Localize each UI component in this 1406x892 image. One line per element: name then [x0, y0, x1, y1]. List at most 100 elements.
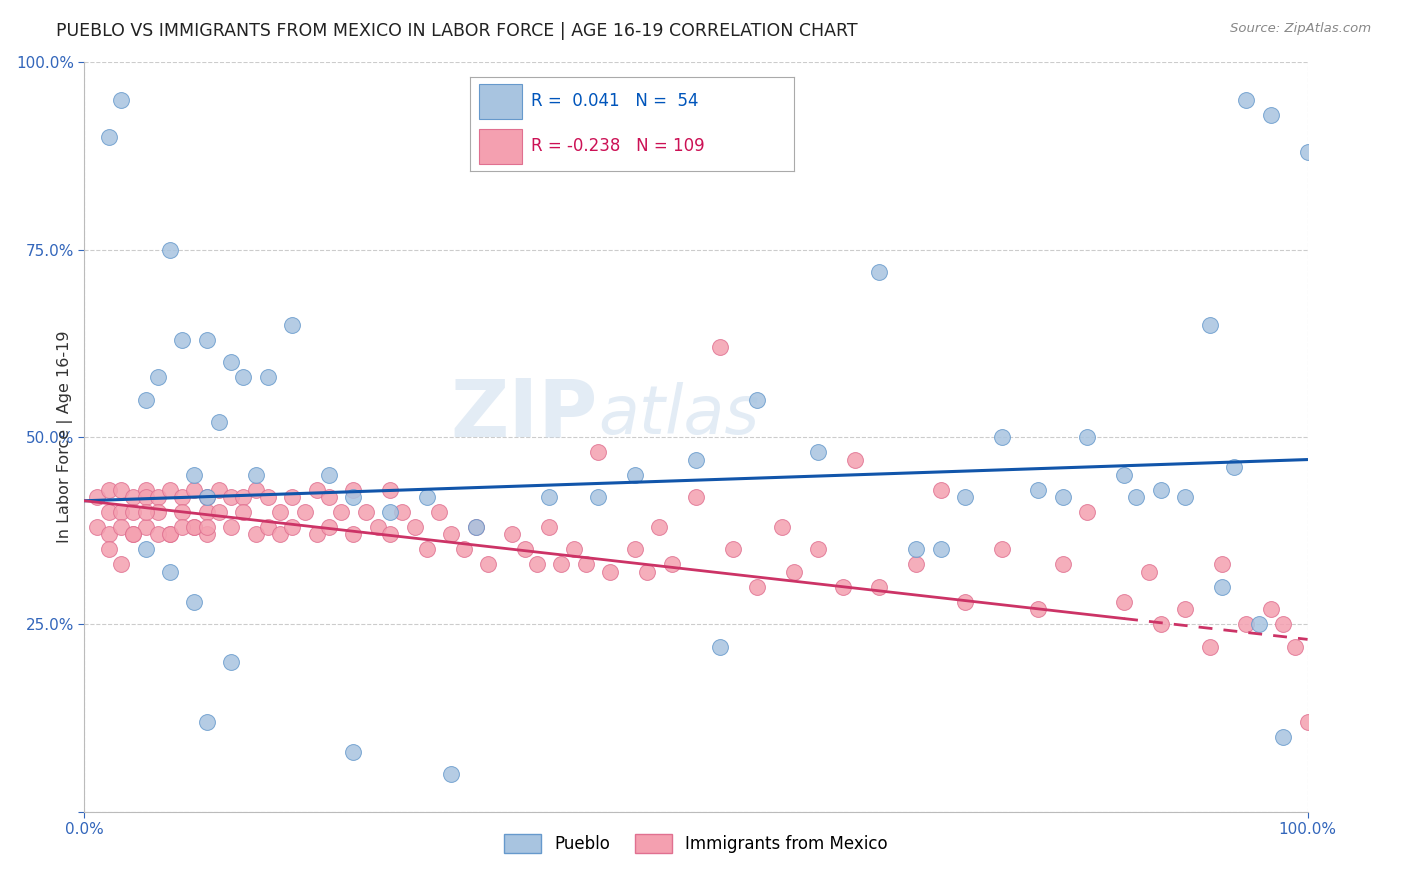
Point	[905, 542, 928, 557]
Text: PUEBLO VS IMMIGRANTS FROM MEXICO IN LABOR FORCE | AGE 16-19 CORRELATION CHART: PUEBLO VS IMMIGRANTS FROM MEXICO IN LABO…	[56, 22, 858, 40]
Point	[747, 580, 769, 594]
Point	[122, 505, 145, 519]
Point	[1247, 617, 1270, 632]
Point	[1137, 565, 1160, 579]
Point	[391, 505, 413, 519]
Point	[953, 595, 976, 609]
Point	[232, 490, 254, 504]
Point	[97, 483, 120, 497]
Point	[929, 483, 952, 497]
Point	[110, 93, 132, 107]
Point	[538, 490, 561, 504]
Point	[159, 243, 181, 257]
Point	[146, 490, 169, 504]
Point	[183, 467, 205, 482]
Point	[195, 505, 218, 519]
Point	[416, 490, 439, 504]
Point	[562, 542, 585, 557]
Point	[135, 490, 157, 504]
Text: ZIP: ZIP	[451, 376, 598, 454]
Point	[550, 558, 572, 572]
Point	[146, 505, 169, 519]
Point	[232, 505, 254, 519]
Point	[1272, 730, 1295, 744]
Point	[86, 490, 108, 504]
Point	[440, 527, 463, 541]
Point	[183, 483, 205, 497]
Point	[869, 265, 891, 279]
Point	[404, 520, 426, 534]
Point	[477, 558, 499, 572]
Point	[183, 520, 205, 534]
Point	[135, 483, 157, 497]
Point	[257, 370, 280, 384]
Point	[440, 767, 463, 781]
Point	[1028, 602, 1050, 616]
Point	[281, 520, 304, 534]
Point	[342, 490, 364, 504]
Point	[183, 520, 205, 534]
Point	[1296, 714, 1319, 729]
Point	[135, 542, 157, 557]
Point	[208, 505, 231, 519]
Point	[195, 714, 218, 729]
Point	[195, 333, 218, 347]
Point	[709, 640, 731, 654]
Point	[624, 467, 647, 482]
Point	[294, 505, 316, 519]
Point	[135, 520, 157, 534]
Point	[1114, 467, 1136, 482]
Point	[172, 490, 194, 504]
Point	[1150, 617, 1173, 632]
Point	[110, 505, 132, 519]
Point	[318, 520, 340, 534]
Y-axis label: In Labor Force | Age 16-19: In Labor Force | Age 16-19	[58, 331, 73, 543]
Point	[1076, 505, 1098, 519]
Point	[305, 527, 328, 541]
Point	[122, 527, 145, 541]
Point	[172, 505, 194, 519]
Point	[159, 527, 181, 541]
Point	[586, 490, 609, 504]
Point	[232, 370, 254, 384]
Point	[905, 558, 928, 572]
Point	[1150, 483, 1173, 497]
Point	[1174, 602, 1197, 616]
Point	[1028, 483, 1050, 497]
Point	[1260, 602, 1282, 616]
Point	[1198, 640, 1220, 654]
Point	[281, 318, 304, 332]
Point	[721, 542, 744, 557]
Legend: Pueblo, Immigrants from Mexico: Pueblo, Immigrants from Mexico	[498, 827, 894, 860]
Point	[1296, 145, 1319, 160]
Point	[342, 483, 364, 497]
Point	[380, 527, 402, 541]
Point	[586, 445, 609, 459]
Point	[97, 542, 120, 557]
Point	[1114, 595, 1136, 609]
Point	[1198, 318, 1220, 332]
Point	[416, 542, 439, 557]
Point	[1052, 490, 1074, 504]
Point	[159, 565, 181, 579]
Point	[146, 527, 169, 541]
Point	[367, 520, 389, 534]
Point	[257, 520, 280, 534]
Point	[330, 505, 353, 519]
Point	[1272, 617, 1295, 632]
Point	[110, 520, 132, 534]
Point	[575, 558, 598, 572]
Point	[453, 542, 475, 557]
Point	[135, 392, 157, 407]
Point	[807, 542, 830, 557]
Point	[1125, 490, 1147, 504]
Point	[685, 490, 707, 504]
Point	[122, 527, 145, 541]
Point	[195, 490, 218, 504]
Point	[661, 558, 683, 572]
Point	[219, 655, 242, 669]
Point	[159, 527, 181, 541]
Point	[648, 520, 671, 534]
Point	[269, 505, 291, 519]
Point	[195, 520, 218, 534]
